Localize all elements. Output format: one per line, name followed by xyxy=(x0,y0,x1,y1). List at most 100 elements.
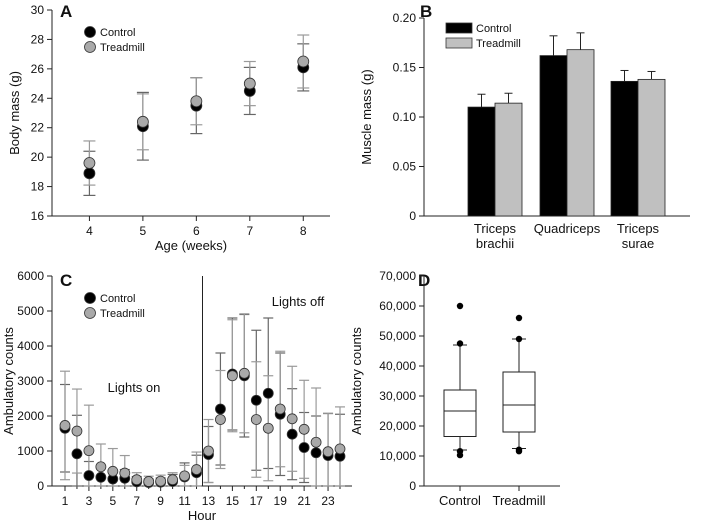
x-axis-label: Age (weeks) xyxy=(155,238,227,253)
legend-label: Control xyxy=(476,23,511,35)
panel-c-hourly-activity-chart: C 0 1000 2000 3000 4000 5000 6000 Ambulatory cou… xyxy=(1,269,352,523)
data-point-treadmill xyxy=(83,445,95,457)
panel-a-body-mass-chart: A 16 18 20 22 24 26 28 30 Body mass (g) 4 5 6 7 8 Age (… xyxy=(7,2,330,253)
y-tick-label: 20,000 xyxy=(379,419,416,433)
x-tick-label: 3 xyxy=(86,494,93,508)
panel-letter-a: A xyxy=(60,2,72,21)
data-point-control xyxy=(298,442,310,453)
y-tick-label: 26 xyxy=(31,62,45,76)
data-point-treadmill xyxy=(71,425,83,437)
y-tick-label: 50,000 xyxy=(379,329,416,343)
data-point-treadmill xyxy=(215,414,226,425)
x-tick-label: 5 xyxy=(140,224,147,238)
y-tick-label: 18 xyxy=(31,180,45,194)
x-tick-label: 8 xyxy=(300,224,307,238)
data-point-treadmill xyxy=(298,423,310,435)
lights-off-label: Lights off xyxy=(272,294,325,309)
data-point-treadmill xyxy=(286,413,298,425)
data-point-control xyxy=(310,447,322,459)
y-tick-label: 0 xyxy=(409,209,416,223)
box-iqr xyxy=(443,389,477,437)
outlier-point xyxy=(456,448,464,455)
data-point-treadmill xyxy=(167,474,179,486)
data-point-treadmill xyxy=(250,414,262,425)
data-point-treadmill xyxy=(243,77,256,90)
category-label: Triceps xyxy=(474,221,517,236)
y-tick-label: 0 xyxy=(409,479,416,493)
data-point-treadmill xyxy=(334,443,346,455)
y-tick-label: 30 xyxy=(31,3,45,17)
data-point-treadmill xyxy=(143,476,155,487)
y-tick-label: 24 xyxy=(31,91,45,105)
y-tick-label: 6000 xyxy=(17,269,44,283)
y-axis-label: Muscle mass (g) xyxy=(359,69,374,164)
y-tick-label: 0.05 xyxy=(393,160,417,174)
data-point-control xyxy=(83,470,95,481)
outlier-point xyxy=(515,314,523,322)
data-point-control xyxy=(215,403,226,415)
data-point-treadmill xyxy=(95,461,107,473)
y-tick-label: 3000 xyxy=(17,374,44,388)
x-tick-label: 23 xyxy=(321,494,335,508)
outlier-point xyxy=(456,340,464,347)
bar-treadmill xyxy=(494,102,523,217)
y-tick-label: 22 xyxy=(31,121,45,135)
x-tick-label: 9 xyxy=(157,494,164,508)
y-tick-label: 30,000 xyxy=(379,389,416,403)
y-tick-label: 70,000 xyxy=(379,269,416,283)
data-point-treadmill xyxy=(297,55,310,68)
legend-label: Treadmill xyxy=(100,308,145,320)
x-tick-label: 5 xyxy=(109,494,116,508)
data-point-treadmill xyxy=(322,446,334,458)
data-point-control xyxy=(71,448,83,460)
data-point-treadmill xyxy=(83,157,96,169)
x-tick-label: 4 xyxy=(86,224,93,238)
y-tick-label: 4000 xyxy=(17,339,44,353)
data-point-treadmill xyxy=(179,470,190,482)
data-point-control xyxy=(286,428,298,440)
y-tick-label: 1000 xyxy=(17,444,44,458)
data-point-control xyxy=(83,167,96,180)
y-tick-label: 0.10 xyxy=(393,110,417,124)
data-point-treadmill xyxy=(203,445,214,457)
legend-marker xyxy=(84,26,96,38)
legend-marker xyxy=(84,41,96,53)
y-tick-label: 0.15 xyxy=(393,61,417,75)
box-iqr xyxy=(502,371,536,433)
data-point-treadmill xyxy=(59,420,71,431)
bar-treadmill xyxy=(566,49,595,217)
data-point-treadmill xyxy=(238,367,250,379)
y-tick-label: 10,000 xyxy=(379,449,416,463)
category-label: Triceps xyxy=(617,221,660,236)
category-label: surae xyxy=(622,236,655,251)
lights-on-label: Lights on xyxy=(108,380,161,395)
panel-letter-c: C xyxy=(60,271,72,290)
data-point-treadmill xyxy=(226,370,238,382)
data-point-treadmill xyxy=(191,464,202,475)
y-axis-label: Ambulatory counts xyxy=(1,327,16,435)
bar-control xyxy=(539,55,568,217)
data-point-treadmill xyxy=(107,465,119,477)
category-label: Control xyxy=(439,493,481,508)
x-tick-label: 1 xyxy=(62,494,69,508)
x-tick-label: 11 xyxy=(178,494,191,508)
legend-marker xyxy=(84,307,96,319)
category-label: brachii xyxy=(476,236,514,251)
data-point-control xyxy=(250,394,262,406)
y-tick-label: 16 xyxy=(31,209,45,223)
legend-label: Treadmill xyxy=(100,42,145,54)
y-tick-label: 0.20 xyxy=(393,11,417,25)
outlier-point xyxy=(515,335,523,343)
y-axis-label: Ambulatory counts xyxy=(349,327,364,435)
data-point-treadmill xyxy=(262,422,274,434)
y-axis-label: Body mass (g) xyxy=(7,71,22,155)
x-tick-label: 7 xyxy=(246,224,253,238)
x-tick-label: 15 xyxy=(226,494,240,508)
panel-letter-b: B xyxy=(420,2,432,21)
y-tick-label: 5000 xyxy=(17,304,44,318)
panel-d-total-activity-boxplot: D010,00020,00030,00040,00050,00060,00070… xyxy=(349,269,560,508)
data-point-treadmill xyxy=(190,95,203,108)
bar-control xyxy=(610,80,639,217)
y-tick-label: 20 xyxy=(31,150,45,164)
